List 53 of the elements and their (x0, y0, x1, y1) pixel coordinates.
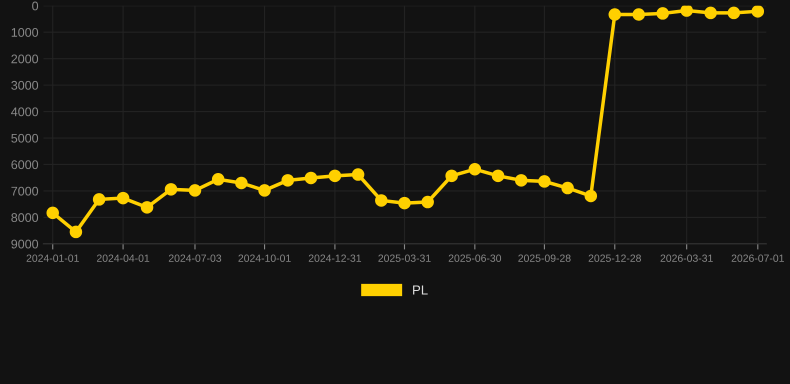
y-tick-label: 1000 (12, 28, 38, 37)
y-tick-label: 9000 (11, 240, 38, 248)
y-tick-label: 2000 (11, 54, 38, 64)
x-tick-label: 2025-03-31 (378, 254, 431, 262)
point (608, 8, 622, 21)
y-tick-label: 3000 (11, 80, 38, 90)
point (398, 196, 411, 210)
y-tick-label: 0 (32, 2, 38, 10)
legend-label: PL (413, 285, 428, 295)
point (92, 193, 106, 206)
point (680, 6, 693, 17)
point (584, 190, 598, 202)
point (328, 170, 342, 182)
point (468, 162, 482, 176)
y-tick-label: 7000 (11, 186, 38, 196)
x-tick-label: 2025-09-28 (518, 254, 571, 262)
y-tick-label: 4000 (11, 107, 38, 116)
point (632, 8, 645, 21)
point (282, 174, 294, 187)
point (421, 196, 434, 208)
point (116, 192, 130, 204)
point (514, 174, 528, 187)
point (561, 182, 574, 194)
point (188, 184, 202, 197)
point (375, 194, 388, 207)
x-tick-label: 2024-01-01 (26, 254, 79, 262)
point (704, 6, 717, 20)
point (492, 170, 504, 182)
point (752, 6, 764, 18)
x-tick-label: 2026-07-01 (732, 254, 784, 262)
x-tick-label: 2025-12-28 (588, 254, 641, 262)
point (656, 7, 669, 20)
point (538, 175, 551, 188)
point (352, 168, 364, 181)
point (46, 206, 59, 220)
point (728, 6, 740, 20)
y-tick-label: 5000 (11, 134, 38, 143)
y-tick-label: 8000 (11, 213, 38, 222)
point (304, 172, 318, 184)
point (140, 201, 154, 214)
point (258, 184, 271, 197)
point (235, 176, 248, 190)
x-tick-label: 2024-12-31 (308, 254, 362, 262)
point (445, 170, 458, 182)
point (70, 226, 82, 238)
x-tick-label: 2025-06-30 (448, 254, 502, 262)
x-tick-label: 2024-04-01 (96, 254, 150, 262)
x-tick-label: 2024-07-03 (168, 254, 222, 262)
x-tick-label: 2024-10-01 (238, 254, 291, 262)
point (212, 173, 224, 186)
y-tick-label: 6000 (11, 160, 38, 170)
point (164, 183, 178, 196)
x-tick-label: 2026-03-31 (660, 254, 713, 262)
